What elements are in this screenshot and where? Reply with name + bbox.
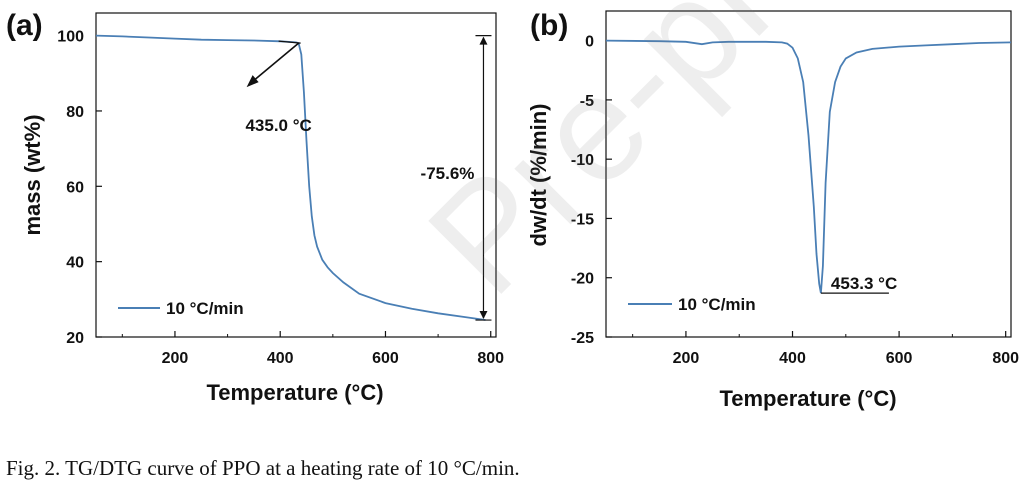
- panel-b-legend-label: 10 °C/min: [678, 295, 756, 314]
- panel-b-xtick-label: 400: [779, 350, 806, 367]
- panel-a-ytick-label: 40: [66, 255, 84, 272]
- panel-a-xlabel: Temperature (°C): [206, 380, 383, 405]
- panel-a-xtick-label: 600: [372, 350, 399, 367]
- panel-b-xtick-label: 200: [673, 350, 700, 367]
- panel-b-ytick-label: -25: [571, 330, 594, 347]
- panel-b-chart: (b) 200 400 600 800 0 -5 -10 -15 -20 -25 453.3 °C…: [526, 9, 1019, 411]
- panel-a-onset-arrowhead: [246, 75, 259, 88]
- panel-b-ytick-label: -10: [571, 152, 594, 169]
- panel-a-ytick-label: 80: [66, 104, 84, 121]
- panel-b-series-line: [605, 39, 1012, 294]
- panel-b-ylabel: dw/dt (%/min): [526, 104, 551, 247]
- panel-a-ylabel: mass (wt%): [20, 114, 45, 235]
- panel-b-ytick-label: 0: [585, 34, 594, 51]
- panel-a-ytick-label: 60: [66, 179, 84, 196]
- panel-a-loss-arrowhead-up: [479, 36, 488, 45]
- panel-b-ytick-label: -5: [580, 93, 594, 110]
- figure: (a) 200 400 600 800 20 40 60 80 100 435.0 °C -75.…: [6, 9, 1019, 411]
- panel-a-xtick-label: 200: [162, 350, 189, 367]
- panel-a-legend-label: 10 °C/min: [166, 299, 244, 318]
- panel-a-chart: (a) 200 400 600 800 20 40 60 80 100 435.0 °C -75.…: [6, 9, 504, 405]
- panel-a-ytick-label: 20: [66, 330, 84, 347]
- panel-b-peak-label: 453.3 °C: [831, 274, 897, 293]
- panel-a-frame: [95, 12, 497, 338]
- panel-b-frame: [605, 10, 1012, 338]
- panel-a-onset-tangent: [278, 40, 301, 44]
- panel-b-xlabel: Temperature (°C): [719, 386, 896, 411]
- panel-a-ytick-label: 100: [57, 29, 84, 46]
- panel-b-label: (b): [530, 9, 568, 42]
- panel-a-onset-label: 435.0 °C: [245, 116, 311, 135]
- panel-a-xtick-label: 800: [477, 350, 504, 367]
- panel-a-loss-arrowhead-down: [479, 311, 488, 320]
- panel-a-onset-arrow: [250, 42, 300, 84]
- figure-caption: Fig. 2. TG/DTG curve of PPO at a heating…: [6, 456, 520, 480]
- panel-a-loss-label: -75.6%: [421, 164, 475, 183]
- panel-a-series-line: [95, 34, 486, 321]
- panel-a-label: (a): [6, 9, 43, 42]
- panel-a-xtick-label: 400: [267, 350, 294, 367]
- panel-b-xtick-label: 800: [992, 350, 1019, 367]
- panel-b-xtick-label: 600: [886, 350, 913, 367]
- panel-b-ytick-label: -20: [571, 271, 594, 288]
- panel-b-ytick-label: -15: [571, 211, 594, 228]
